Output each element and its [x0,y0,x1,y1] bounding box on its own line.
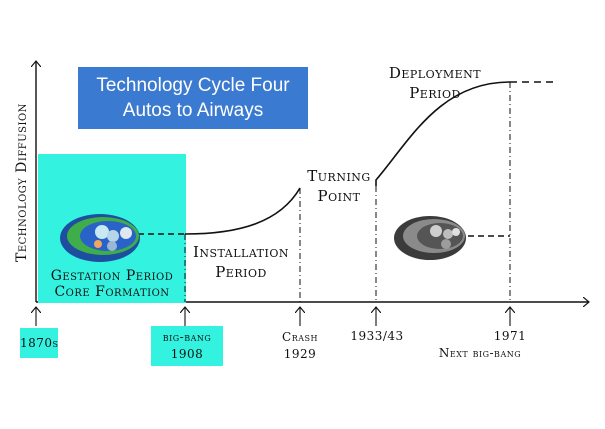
title-line2: Autos to Airways [122,100,264,121]
title-line1: Technology Cycle Four [96,75,290,96]
marker-1870s: 1870s [20,328,58,358]
installation-label: Installation Period [186,242,296,282]
title-box: Technology Cycle Four Autos to Airways [78,67,308,129]
gestation-label-line2: Core Formation [54,284,170,300]
bigbang-line2: 1908 [170,347,204,361]
deployment-logo-icon [394,216,466,260]
marker-1971: 1971 [493,329,527,343]
turning-point-label: Turning Point [294,166,384,206]
crash-line2: 1929 [283,347,317,361]
gestation-label: Gestation Period Core Formation [40,268,184,300]
deployment-label-line1: Deployment [388,64,482,82]
deployment-curve [375,81,511,186]
marker-crash: Crash 1929 [270,329,330,363]
installation-label-line2: Period [215,263,267,281]
y-axis-label: Technology Diffusion [14,103,30,262]
installation-label-line1: Installation [192,243,290,261]
marker-1933: 1933/43 [350,329,404,343]
installation-curve [184,187,301,235]
gestation-logo-icon [60,214,140,262]
bigbang-line1: big-bang [162,330,212,344]
crash-line1: Crash [282,330,318,344]
turning-label-line1: Turning [307,167,371,185]
marker-bigbang: big-bang 1908 [151,326,223,366]
deployment-label-line2: Period [409,84,461,102]
marker-next-bigbang: Next big-bang [438,346,522,360]
turning-label-line2: Point [317,187,361,205]
deployment-label: Deployment Period [370,63,500,103]
gestation-label-line1: Gestation Period [50,268,174,284]
